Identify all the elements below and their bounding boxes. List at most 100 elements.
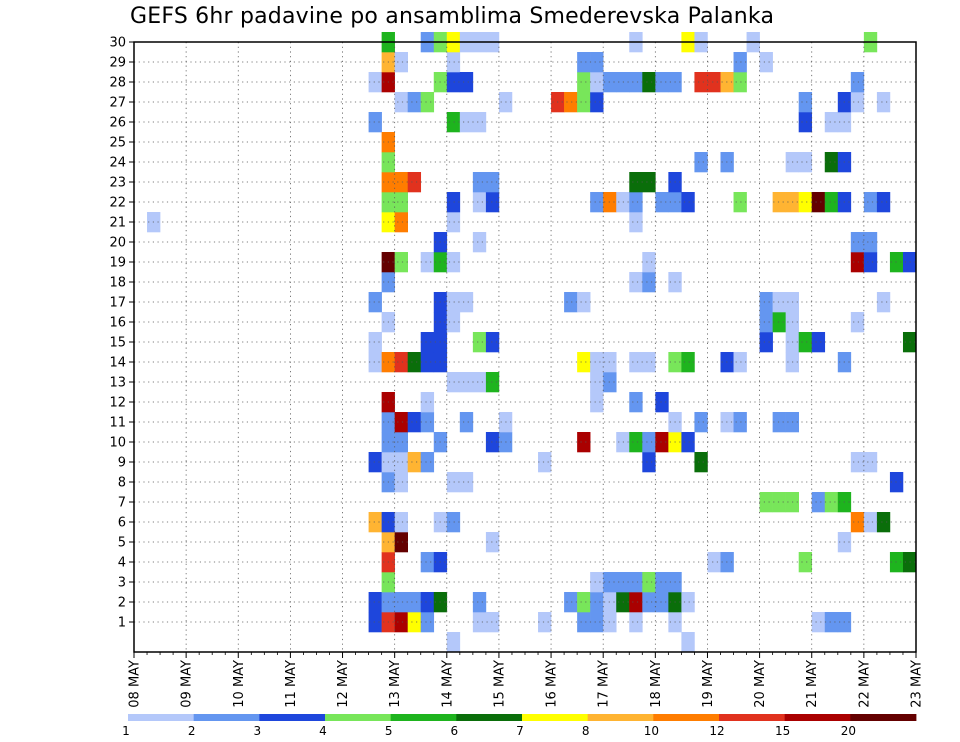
legend-swatch — [390, 714, 457, 721]
x-tick-label: 23 MAY — [910, 660, 925, 708]
y-tick-label: 14 — [109, 356, 126, 371]
heatmap-cell — [694, 152, 708, 173]
heatmap-cell — [759, 332, 773, 353]
heatmap-cell — [863, 192, 878, 213]
heatmap-cell — [590, 92, 604, 113]
heatmap-cell — [564, 592, 578, 613]
heatmap-cell — [394, 252, 408, 273]
heatmap-cell — [798, 92, 813, 113]
heatmap-cell — [642, 572, 656, 593]
y-tick-label: 24 — [109, 156, 126, 171]
heatmap-cell — [629, 392, 643, 413]
heatmap-cell — [733, 352, 747, 373]
heatmap-cell — [655, 572, 669, 593]
heatmap-cell — [485, 372, 500, 393]
heatmap-cell — [407, 452, 422, 473]
heatmap-cell — [472, 172, 487, 193]
heatmap-cell — [446, 512, 461, 533]
heatmap-cell — [590, 72, 604, 93]
heatmap-cell — [420, 332, 435, 353]
heatmap-cell — [394, 172, 408, 193]
heatmap-cell — [642, 352, 656, 373]
heatmap-cell — [394, 472, 408, 493]
heatmap-cell — [446, 632, 461, 653]
heatmap-cell — [485, 532, 500, 553]
y-tick-label: 11 — [109, 416, 126, 431]
y-tick-label: 16 — [109, 316, 126, 331]
heatmap-cell — [590, 572, 604, 593]
heatmap-cell — [850, 312, 865, 333]
legend-label: 8 — [582, 724, 590, 738]
heatmap-cell — [863, 232, 878, 253]
heatmap-cell — [733, 192, 747, 213]
heatmap-cell — [472, 112, 487, 133]
x-tick-label: 17 MAY — [597, 660, 612, 708]
heatmap-cell — [733, 72, 747, 93]
y-tick-label: 8 — [118, 476, 126, 491]
y-tick-label: 12 — [109, 396, 126, 411]
heatmap-cell — [798, 332, 813, 353]
heatmap-cell — [629, 72, 643, 93]
heatmap-cell — [407, 592, 422, 613]
heatmap-cell — [642, 452, 656, 473]
heatmap-cell — [577, 592, 591, 613]
legend-swatch — [719, 714, 786, 721]
heatmap-cell — [394, 412, 408, 433]
legend-label: 4 — [319, 724, 327, 738]
legend-label: 2 — [188, 724, 196, 738]
heatmap-cell — [394, 212, 408, 233]
heatmap-cell — [655, 592, 669, 613]
legend: 1 2 3 4 5 6 7 8 10 12 15 20 — [122, 714, 917, 738]
heatmap-cell — [368, 72, 382, 93]
x-tick-label: 22 MAY — [857, 660, 872, 708]
y-tick-label: 17 — [109, 296, 126, 311]
heatmap-cell — [629, 592, 643, 613]
heatmap-cell — [446, 52, 461, 73]
heatmap-cell — [368, 292, 382, 313]
heatmap-cell — [811, 332, 826, 353]
heatmap-cell — [629, 572, 643, 593]
heatmap-cell — [850, 252, 865, 273]
heatmap-cell — [642, 72, 656, 93]
heatmap-cell — [759, 52, 773, 73]
heatmap-cell — [798, 552, 813, 573]
heatmap-cell — [368, 452, 382, 473]
heatmap-cell — [564, 92, 578, 113]
heatmap-cell — [420, 412, 435, 433]
heatmap-cell — [733, 52, 747, 73]
heatmap-cell — [590, 352, 604, 373]
legend-swatch — [128, 714, 195, 721]
heatmap-cell — [420, 252, 435, 273]
x-tick-label: 21 MAY — [805, 660, 820, 708]
y-tick-label: 13 — [109, 376, 126, 391]
heatmap-cell — [420, 452, 435, 473]
heatmap-cell — [577, 92, 591, 113]
heatmap-cell — [798, 112, 813, 133]
heatmap-cell — [577, 432, 591, 453]
heatmap-cell — [876, 292, 891, 313]
heatmap-cell — [407, 612, 422, 633]
heatmap-cell — [472, 192, 487, 213]
heatmap-cell — [407, 92, 422, 113]
heatmap-cell — [577, 72, 591, 93]
legend-swatch — [587, 714, 654, 721]
legend-label: 15 — [775, 724, 790, 738]
y-tick-label: 27 — [109, 96, 126, 111]
heatmap-cell — [642, 272, 656, 293]
legend-swatch — [850, 714, 917, 721]
heatmap-cell — [772, 192, 786, 213]
y-tick-label: 9 — [118, 456, 126, 471]
x-tick-label: 20 MAY — [753, 660, 768, 708]
heatmap-cell — [772, 312, 786, 333]
legend-swatch — [653, 714, 720, 721]
heatmap-cell — [590, 192, 604, 213]
y-tick-label: 1 — [118, 616, 126, 631]
heatmap-cell — [420, 392, 435, 413]
y-tick-label: 7 — [118, 496, 126, 511]
legend-swatch — [325, 714, 392, 721]
heatmap-cell — [407, 172, 422, 193]
y-tick-label: 10 — [109, 436, 126, 451]
heatmap-cell — [564, 292, 578, 313]
heatmap-cell — [876, 192, 891, 213]
